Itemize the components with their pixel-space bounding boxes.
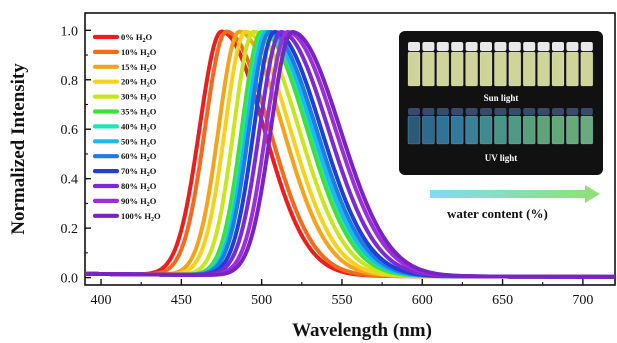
x-tick-label: 500 xyxy=(251,293,272,308)
vial-cap xyxy=(566,42,579,51)
legend-label: 90% H2O xyxy=(121,196,157,208)
vial-cap xyxy=(523,108,536,115)
series-line xyxy=(85,30,616,279)
vial-cap xyxy=(552,42,564,51)
legend-label: 10% H2O xyxy=(121,47,157,59)
x-tick-label: 650 xyxy=(492,293,513,308)
vial-cap xyxy=(523,42,536,51)
legend-label: 20% H2O xyxy=(121,77,157,89)
legend-label: 50% H2O xyxy=(121,136,157,148)
vial-cap xyxy=(537,108,550,115)
sun-light-label: Sun light xyxy=(484,93,519,103)
inset-photo: Sun light UV light xyxy=(399,31,603,175)
x-tick-label: 400 xyxy=(91,293,112,308)
uv-vial xyxy=(566,115,579,145)
vial-cap xyxy=(566,108,579,115)
vial-cap xyxy=(422,42,435,51)
y-tick-label: 0.4 xyxy=(61,173,79,188)
uv-vial xyxy=(422,115,435,145)
sun-vial xyxy=(537,51,550,87)
sun-vial xyxy=(465,51,478,87)
x-tick-label: 700 xyxy=(572,293,593,308)
vial-cap xyxy=(465,108,478,115)
arrow-label: water content (%) xyxy=(447,206,548,221)
legend-label: 70% H2O xyxy=(121,166,157,178)
sun-vial xyxy=(580,51,594,87)
uv-vial xyxy=(407,115,421,145)
y-tick-label: 1.0 xyxy=(61,24,79,39)
sun-light-vials xyxy=(407,42,594,87)
sun-vial xyxy=(407,51,421,87)
sun-vial xyxy=(551,51,565,87)
uv-vial xyxy=(465,115,478,145)
legend-label: 15% H2O xyxy=(121,62,157,74)
sun-vial xyxy=(566,51,579,87)
vial-cap xyxy=(451,42,464,51)
vial-cap xyxy=(480,42,492,51)
legend: 0% H2O 10% H2O 15% H2O 20% H2O 30% H2O 35% H2… xyxy=(92,32,161,223)
vial-cap xyxy=(508,108,521,115)
x-tick-label: 600 xyxy=(412,293,433,308)
uv-vial xyxy=(479,115,493,145)
vial-cap xyxy=(494,42,507,51)
y-tick-label: 0.0 xyxy=(61,272,79,287)
sun-vial xyxy=(479,51,493,87)
vial-cap xyxy=(436,108,449,115)
uv-vial xyxy=(450,115,464,145)
x-axis: 400 450 500 550 600 650 700 xyxy=(91,279,593,308)
vial-cap xyxy=(436,42,449,51)
legend-label: 100% H2O xyxy=(121,211,161,223)
sun-vial xyxy=(494,51,507,87)
sun-vial xyxy=(450,51,464,87)
vial-cap xyxy=(465,42,478,51)
vial-cap xyxy=(480,108,492,115)
uv-vial xyxy=(551,115,565,145)
legend-label: 60% H2O xyxy=(121,151,157,163)
water-content-arrow: water content (%) xyxy=(430,185,600,221)
plot-frame xyxy=(84,12,616,286)
vial-cap xyxy=(508,42,521,51)
legend-label: 30% H2O xyxy=(121,92,157,104)
arrow-shaft xyxy=(430,190,585,198)
uv-light-label: UV light xyxy=(485,153,518,163)
uv-vial xyxy=(580,115,594,145)
vial-cap xyxy=(408,108,420,115)
vial-cap xyxy=(451,108,464,115)
vial-cap xyxy=(580,108,593,115)
sun-vial xyxy=(422,51,435,87)
y-tick-label: 0.2 xyxy=(61,222,79,237)
sun-vial xyxy=(522,51,536,87)
y-axis: 0.0 0.2 0.4 0.6 0.8 1.0 xyxy=(61,24,91,287)
uv-vial xyxy=(537,115,550,145)
legend-label: 40% H2O xyxy=(121,121,157,133)
vial-cap xyxy=(580,42,593,51)
uv-vial xyxy=(436,115,450,145)
y-tick-label: 0.8 xyxy=(61,74,79,89)
vial-cap xyxy=(494,108,507,115)
vial-cap xyxy=(408,42,420,51)
y-tick-label: 0.6 xyxy=(61,123,79,138)
vial-cap xyxy=(537,42,550,51)
x-axis-title: Wavelength (nm) xyxy=(292,320,432,341)
sun-vial xyxy=(508,51,522,87)
sun-vial xyxy=(436,51,450,87)
legend-label: 35% H2O xyxy=(121,107,157,119)
vial-cap xyxy=(552,108,564,115)
uv-vial xyxy=(508,115,522,145)
series-curves xyxy=(85,29,616,279)
uv-vial xyxy=(494,115,507,145)
uv-vial xyxy=(522,115,536,145)
legend-label: 0% H2O xyxy=(121,32,153,44)
arrow-head xyxy=(585,185,600,203)
x-tick-label: 450 xyxy=(171,293,192,308)
y-axis-title: Normalized Intensity xyxy=(8,63,29,235)
x-tick-label: 550 xyxy=(331,293,352,308)
uv-light-vials xyxy=(407,108,594,145)
legend-label: 80% H2O xyxy=(121,181,157,193)
vial-cap xyxy=(422,108,435,115)
